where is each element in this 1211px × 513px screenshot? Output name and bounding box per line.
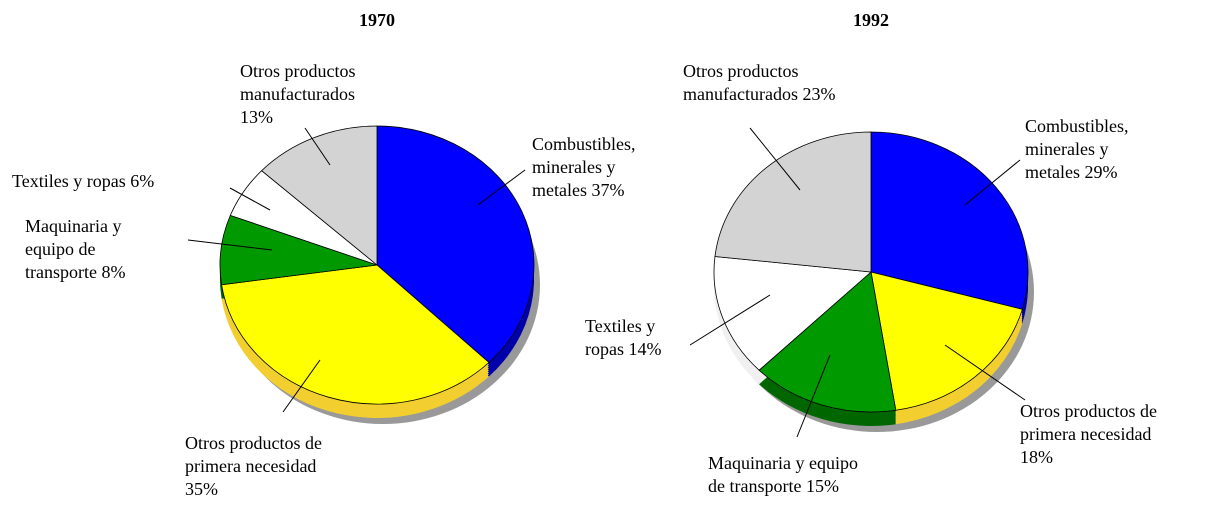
- value-label: 37%: [591, 180, 625, 200]
- category-name: Textiles y ropas: [585, 316, 656, 359]
- slice-label: Otros productos manufacturados 23%: [683, 60, 848, 106]
- value-label: 6%: [130, 171, 155, 191]
- value-label: 35%: [185, 479, 218, 499]
- slice-label: Maquinaria y equipo de transporte 8%: [25, 215, 150, 284]
- value-label: 14%: [628, 339, 662, 359]
- chart-title: 1970: [359, 10, 395, 30]
- category-name: Otros productos manufacturados: [240, 61, 356, 104]
- slice: [221, 264, 490, 405]
- category-name: Otros productos de primera necesidad: [185, 433, 322, 476]
- slice-label: Otros productos de primera necesidad 18%: [1020, 400, 1180, 469]
- chart-title: 1992: [853, 10, 889, 30]
- slice: [376, 125, 535, 364]
- value-label: 18%: [1020, 447, 1053, 467]
- category-name: Maquinaria y equipo de transporte: [25, 216, 122, 282]
- leader-line: [944, 344, 1026, 401]
- category-name: Combustibles, minerales y metales: [1025, 116, 1129, 182]
- value-label: 29%: [1084, 162, 1118, 182]
- value-label: 15%: [805, 476, 839, 496]
- category-name: Textiles y ropas: [12, 171, 126, 191]
- leader-line: [689, 294, 771, 346]
- slice: [713, 256, 872, 371]
- category-name: Combustibles, minerales y metales: [532, 134, 636, 200]
- value-label: 23%: [802, 84, 836, 104]
- slice-label: Textiles y ropas 14%: [585, 315, 685, 361]
- leader-line: [187, 239, 273, 251]
- leader-line: [282, 359, 321, 413]
- slice: [714, 131, 872, 273]
- leader-line: [304, 127, 331, 166]
- slice-label: Textiles y ropas 6%: [12, 170, 212, 193]
- slice: [870, 131, 1029, 310]
- category-name: Otros productos de primera necesidad: [1020, 401, 1157, 444]
- slice-label: Combustibles, minerales y metales 29%: [1025, 115, 1160, 184]
- value-label: 13%: [240, 107, 273, 127]
- leader-line: [796, 354, 831, 438]
- slice-label: Maquinaria y equipo de transporte 15%: [708, 452, 873, 498]
- leader-line: [964, 159, 1021, 206]
- category-name: Otros productos manufacturados: [683, 61, 799, 104]
- value-label: 8%: [101, 262, 126, 282]
- leader-line: [229, 187, 271, 211]
- slice-label: Combustibles, minerales y metales 37%: [532, 133, 672, 202]
- slice-label: Otros productos de primera necesidad 35%: [185, 432, 345, 501]
- leader-line: [749, 127, 801, 191]
- leader-line: [477, 169, 526, 206]
- slice: [261, 125, 378, 266]
- slice: [758, 271, 897, 413]
- category-name: Maquinaria y equipo de transporte: [708, 453, 858, 496]
- slice-label: Otros productos manufacturados 13%: [240, 60, 380, 129]
- slice: [870, 271, 1023, 411]
